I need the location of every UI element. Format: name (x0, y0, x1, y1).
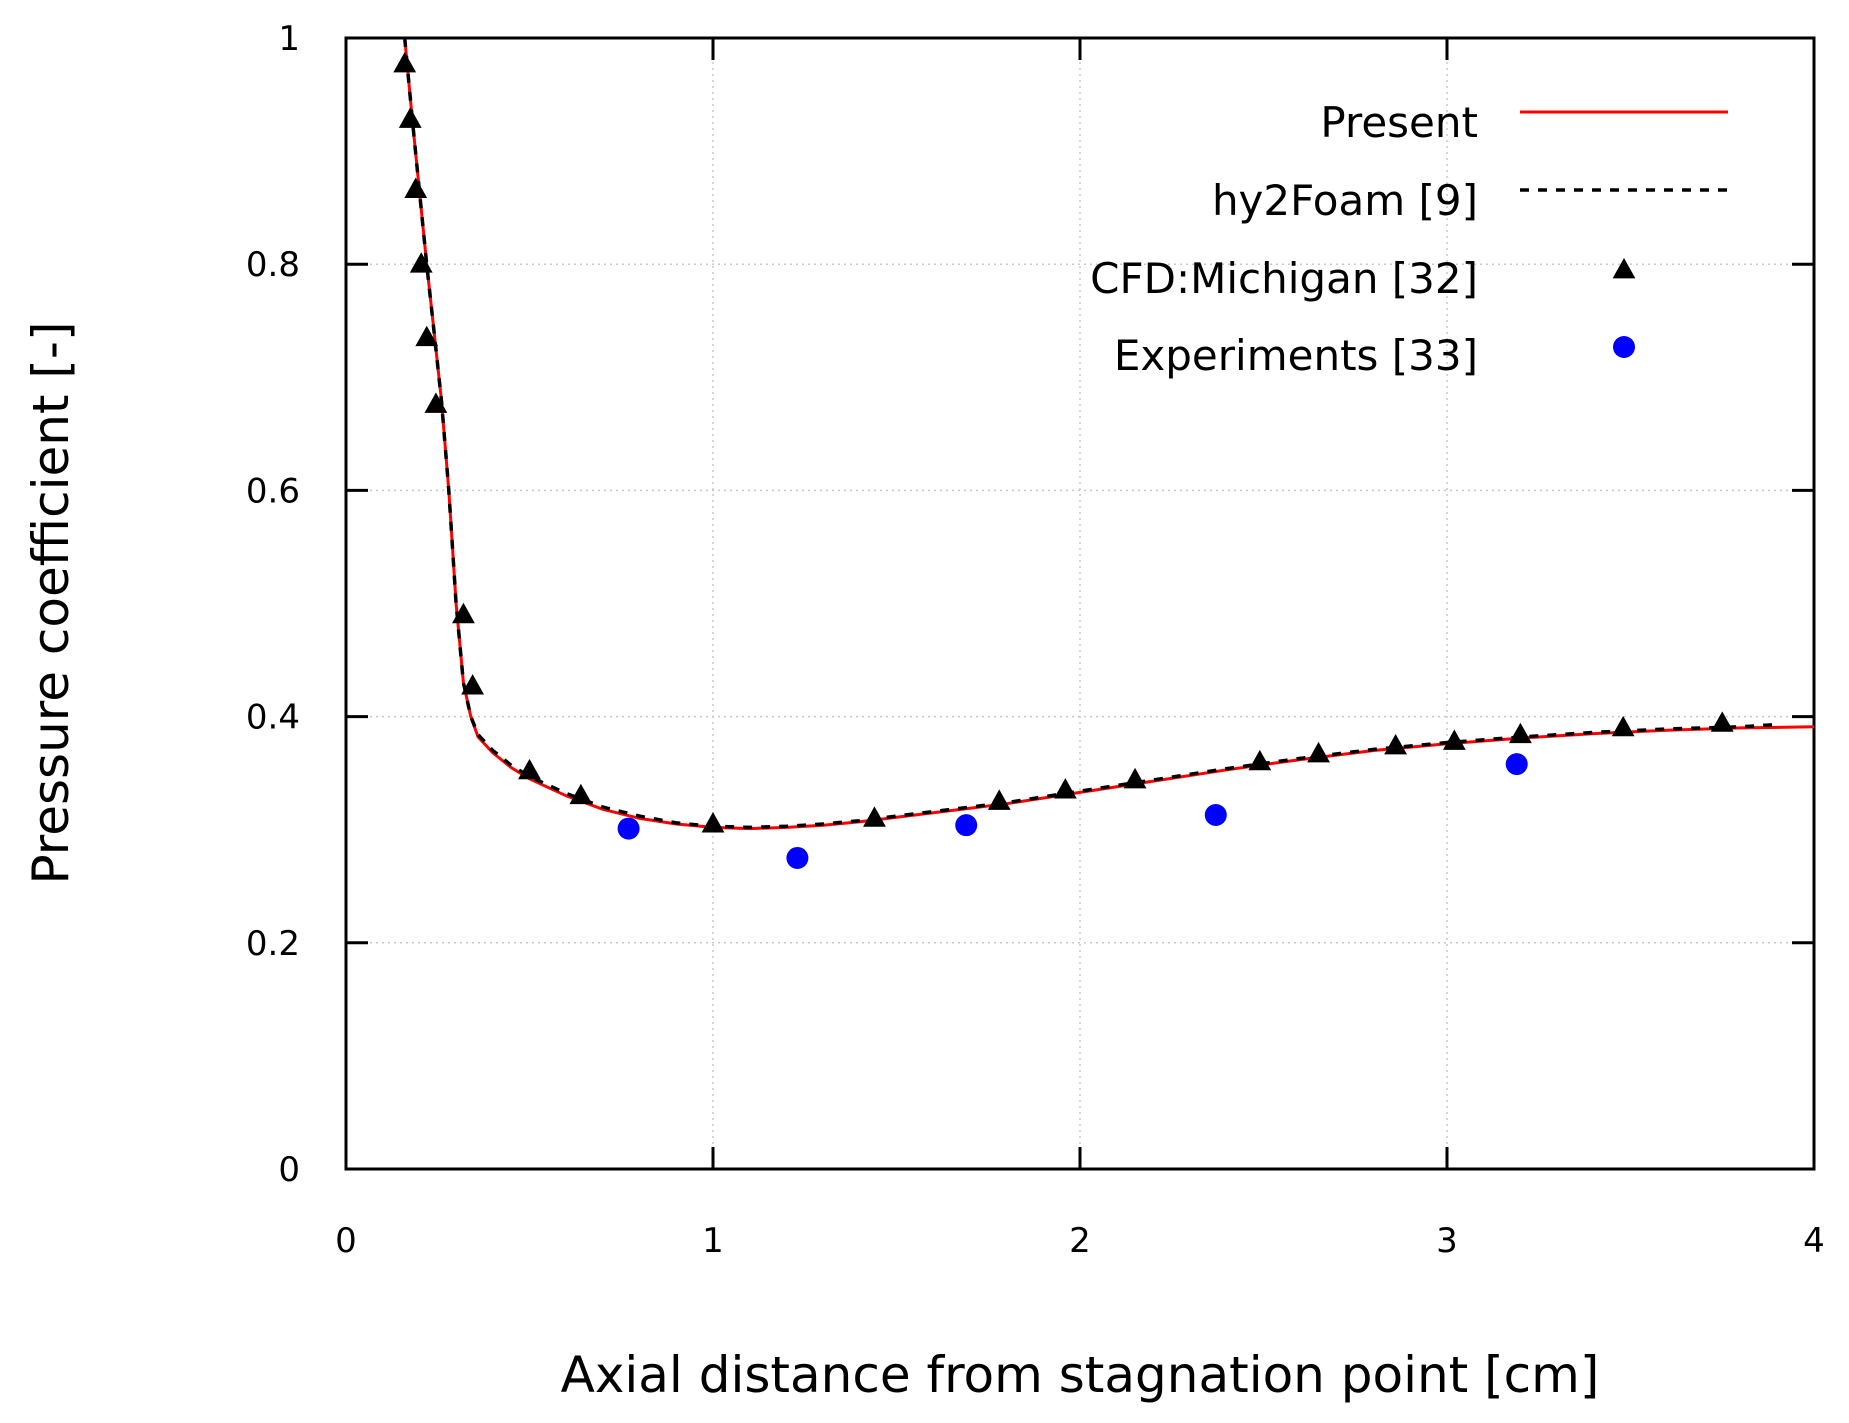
cfd-michigan-marker (1442, 729, 1466, 750)
experiment-marker (1204, 803, 1227, 826)
legend-triangle-marker (1612, 258, 1636, 279)
x-axis-title: Axial distance from stagnation point [cm… (561, 1346, 1600, 1404)
cfd-michigan-marker (393, 52, 417, 73)
cfd-michigan-marker (863, 806, 886, 827)
y-axis-title: Pressure coefficient [-] (22, 322, 80, 885)
series-layer (393, 37, 1815, 869)
x-tick-label: 1 (702, 1221, 724, 1261)
cfd-michigan-marker (1248, 749, 1272, 771)
y-tick-label: 0.2 (246, 924, 300, 964)
cfd-michigan-marker (1611, 715, 1635, 737)
legend-circle-marker (1613, 336, 1635, 358)
cfd-michigan-marker (452, 602, 475, 624)
cfd-michigan-marker (1509, 722, 1532, 744)
experiment-marker (786, 846, 809, 869)
legend-label: Experiments [33] (1114, 331, 1478, 380)
legend-item: Present (1320, 98, 1728, 147)
x-tick-label: 0 (335, 1221, 357, 1261)
x-tick-label: 3 (1436, 1221, 1458, 1261)
legend-item: CFD:Michigan [32] (1090, 254, 1636, 303)
grid (346, 38, 1814, 1169)
cfd-michigan-marker (569, 783, 593, 805)
cfd-michigan-marker (404, 177, 428, 198)
cfd-michigan-marker (701, 812, 725, 833)
cfd-michigan-marker (1307, 741, 1330, 763)
experiment-marker (1505, 753, 1528, 776)
cfd-michigan-marker (424, 392, 448, 413)
y-tick-label: 0.6 (246, 471, 300, 511)
cfd-michigan-marker (409, 252, 433, 273)
cfd-michigan-marker (1384, 734, 1408, 755)
legend-item: Experiments [33] (1114, 331, 1635, 380)
legend: Present hy2Foam [9] CFD:Michigan [32] Exper… (1090, 98, 1728, 380)
series-present (403, 37, 1815, 831)
cfd-michigan-marker (1710, 711, 1734, 732)
cfd-michigan-marker (1053, 778, 1077, 799)
cfd-michigan-marker (518, 758, 541, 780)
cfd-michigan-marker (461, 674, 485, 695)
x-tick-label: 2 (1069, 1221, 1091, 1261)
legend-item: hy2Foam [9] (1212, 176, 1728, 225)
hy2foam-dashed-line (402, 37, 1778, 830)
series-cfd-michigan-32 (393, 52, 1734, 833)
legend-label: hy2Foam [9] (1212, 176, 1478, 225)
cfd-michigan-marker (1123, 767, 1147, 789)
legend-label: CFD:Michigan [32] (1090, 254, 1478, 303)
series-experiments-33 (617, 753, 1528, 869)
cfd-michigan-marker (415, 325, 439, 347)
experiment-marker (617, 817, 640, 840)
axis-ticks: 0 1 2 3 4 0 0.2 0.4 0.6 0.8 1 (246, 19, 1825, 1261)
cfd-michigan-marker (987, 789, 1011, 810)
legend-label: Present (1320, 98, 1478, 147)
x-tick-label: 4 (1803, 1221, 1825, 1261)
series-hy2foam-9 (402, 37, 1778, 830)
experiment-marker (955, 814, 978, 837)
y-tick-label: 0.4 (246, 698, 300, 738)
y-tick-label: 0 (278, 1150, 300, 1190)
y-tick-label: 0.8 (246, 245, 300, 285)
present-line (403, 37, 1815, 831)
y-tick-label: 1 (278, 19, 300, 59)
cfd-michigan-marker (398, 107, 422, 128)
